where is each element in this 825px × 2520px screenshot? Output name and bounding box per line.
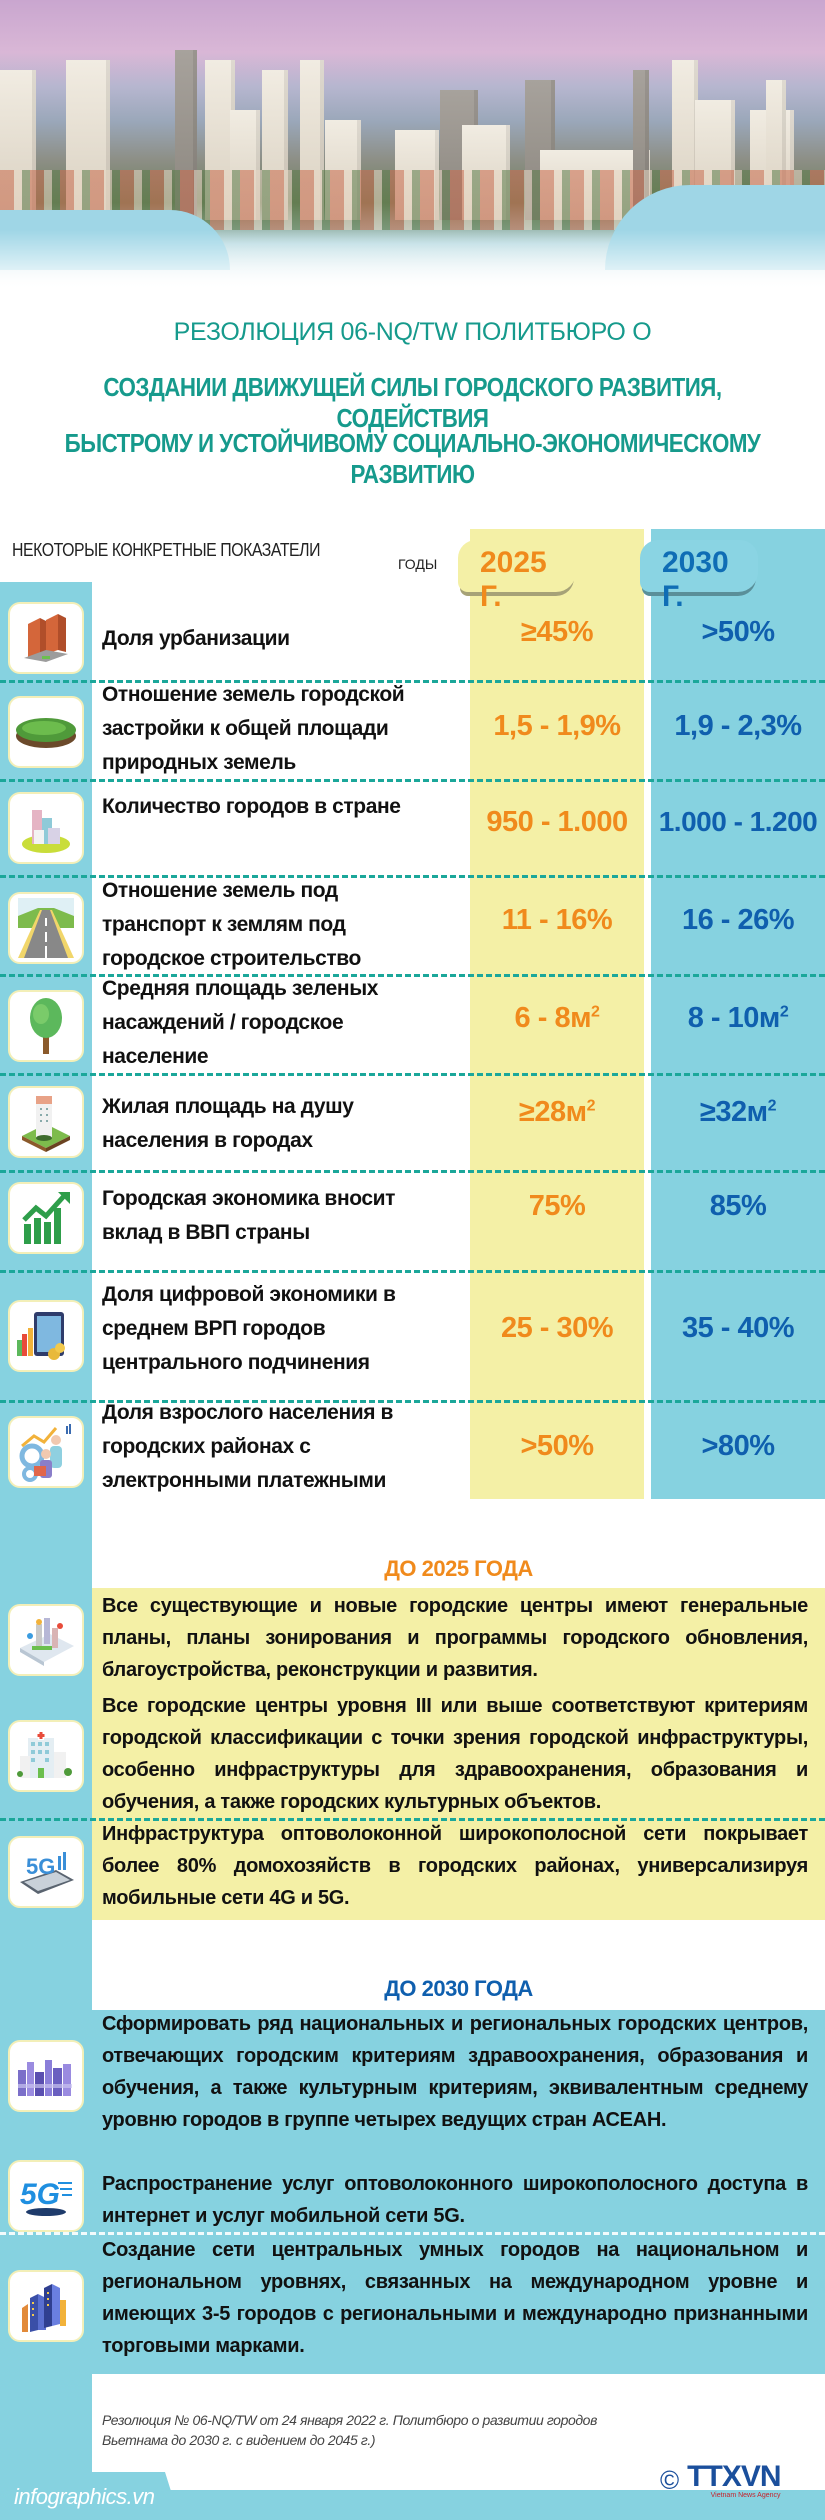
row-divider bbox=[0, 1270, 825, 1273]
value-2025: 6 - 8м2 bbox=[514, 1002, 600, 1034]
site-link[interactable]: infographics.vn bbox=[14, 2484, 155, 2509]
goal-2025-3: Инфраструктура оптоволоконной широкополо… bbox=[102, 1823, 808, 1909]
value-2030: 1.000 - 1.200 bbox=[658, 806, 818, 837]
growth-chart-icon bbox=[8, 1182, 84, 1254]
city-skyline-icon bbox=[8, 2040, 84, 2112]
table-row: Доля взрослого населения в городских рай… bbox=[0, 1401, 825, 1502]
value-2030: >80% bbox=[701, 1430, 775, 1462]
years-label: ГОДЫ bbox=[398, 556, 438, 572]
table-row: Городская экономика вносит вклад в ВВП с… bbox=[0, 1172, 825, 1268]
value-2025: 950 - 1.000 bbox=[486, 806, 628, 838]
table-row: Отношение земель городской застройки к о… bbox=[0, 682, 825, 782]
column-2025-bg bbox=[470, 529, 644, 1499]
road-icon bbox=[8, 892, 84, 964]
value-2025: >50% bbox=[520, 1430, 594, 1462]
copyright-icon: © bbox=[660, 2465, 680, 2495]
ribbon-2030: 2030 Г. bbox=[626, 540, 758, 613]
section-2030-block bbox=[92, 2010, 825, 2374]
table-row: Количество городов в стране 950 - 1.000 … bbox=[0, 782, 825, 882]
svg-text:5G: 5G bbox=[26, 1854, 55, 1879]
footer-band bbox=[0, 2472, 825, 2520]
grass-land-icon bbox=[8, 696, 84, 768]
row-divider bbox=[0, 974, 825, 977]
goal-2030-1: Сформировать ряд национальных и регионал… bbox=[102, 2013, 808, 2131]
logo-subtitle: Vietnam News Agency bbox=[710, 2492, 781, 2499]
row-divider bbox=[0, 1818, 825, 1821]
value-2030: 85% bbox=[709, 1190, 767, 1222]
footer-panel bbox=[92, 2374, 825, 2498]
row-label: Городская экономика вносит вклад в ВВП с… bbox=[102, 1187, 396, 1244]
goal-2030-2: Распространение услуг оптоволоконного ши… bbox=[102, 2173, 808, 2227]
row-label: Количество городов в стране bbox=[102, 795, 401, 818]
value-2030: 16 - 26% bbox=[681, 904, 795, 936]
ttxvn-logo: © TTXVN Vietnam News Agency bbox=[660, 2460, 782, 2500]
residential-tower-icon bbox=[8, 1086, 84, 1158]
logo-text: TTXVN bbox=[687, 2460, 781, 2493]
svg-text:5G: 5G bbox=[20, 2178, 60, 2211]
apartment-building-icon bbox=[8, 602, 84, 674]
title-line-2: СОЗДАНИИ ДВИЖУЩЕЙ СИЛЫ ГОРОДСКОГО РАЗВИТ… bbox=[103, 372, 722, 433]
row-label: Средняя площадь зеленых насаждений / гор… bbox=[102, 977, 379, 1068]
e-payment-people-icon bbox=[8, 1416, 84, 1488]
row-divider bbox=[0, 680, 825, 683]
value-2025: ≥28м2 bbox=[518, 1096, 596, 1128]
section-2030-heading-area bbox=[92, 1920, 825, 2010]
section-2025-heading: ДО 2025 ГОДА bbox=[384, 1556, 533, 1581]
value-2030: 8 - 10м2 bbox=[687, 1002, 789, 1034]
row-divider bbox=[0, 875, 825, 878]
title-line-3: БЫСТРОМУ И УСТОЙЧИВОМУ СОЦИАЛЬНО-ЭКОНОМИ… bbox=[64, 428, 761, 489]
row-label: Доля урбанизации bbox=[102, 627, 290, 650]
goal-2025-1: Все существующие и новые городские центр… bbox=[102, 1595, 808, 1681]
indicators-header: НЕКОТОРЫЕ КОНКРЕТНЫЕ ПОКАЗАТЕЛИ bbox=[12, 540, 321, 560]
value-2025: ≥45% bbox=[521, 616, 593, 648]
section-2030-heading: ДО 2030 ГОДА bbox=[384, 1976, 533, 2001]
value-2030: 35 - 40% bbox=[681, 1312, 795, 1344]
5g-phone-icon: 5G bbox=[8, 1836, 84, 1908]
row-divider bbox=[0, 1073, 825, 1076]
column-2030-bg bbox=[651, 529, 825, 1499]
ribbon-2025: 2025 Г. bbox=[444, 540, 576, 613]
5g-icon: 5G bbox=[8, 2160, 84, 2232]
value-2025: 75% bbox=[528, 1190, 586, 1222]
row-label: Доля цифровой экономики в среднем ВРП го… bbox=[102, 1283, 396, 1374]
value-2025: 25 - 30% bbox=[500, 1312, 614, 1344]
goal-2030-3: Создание сети центральных умных городов … bbox=[102, 2239, 808, 2357]
value-2030: 1,9 - 2,3% bbox=[674, 710, 802, 742]
value-2025: 11 - 16% bbox=[501, 904, 613, 936]
value-2030: ≥32м2 bbox=[699, 1096, 777, 1128]
section-2025-block bbox=[92, 1588, 825, 1920]
row-divider bbox=[0, 1170, 825, 1173]
value-2025: 1,5 - 1,9% bbox=[493, 710, 621, 742]
hero-city-photo bbox=[0, 0, 825, 290]
row-label: Доля взрослого населения в городских рай… bbox=[102, 1401, 394, 1492]
hospital-icon bbox=[8, 1720, 84, 1792]
table-row: Отношение земель под транспорт к землям … bbox=[0, 878, 825, 978]
source-citation: Резолюция № 06-NQ/TW от 24 января 2022 г… bbox=[102, 2412, 597, 2448]
row-label: Отношение земель городской застройки к о… bbox=[102, 683, 405, 774]
tree-icon bbox=[8, 990, 84, 1062]
table-row: Жилая площадь на душу населения в города… bbox=[0, 1076, 825, 1172]
row-divider bbox=[0, 779, 825, 782]
table-row: Доля урбанизации ≥45% >50% bbox=[0, 598, 825, 678]
row-divider bbox=[0, 2232, 825, 2235]
row-divider bbox=[0, 1400, 825, 1403]
value-2030: >50% bbox=[701, 616, 775, 648]
smart-towers-icon bbox=[8, 2270, 84, 2342]
row-label: Отношение земель под транспорт к землям … bbox=[102, 879, 361, 970]
table-row: Доля цифровой экономики в среднем ВРП го… bbox=[0, 1272, 825, 1392]
goal-2025-2: Все городские центры уровня III или выше… bbox=[102, 1695, 808, 1813]
digital-economy-tablet-icon bbox=[8, 1300, 84, 1372]
title-line-1: РЕЗОЛЮЦИЯ 06-NQ/TW ПОЛИТБЮРО О bbox=[173, 318, 652, 346]
table-row: Средняя площадь зеленых насаждений / гор… bbox=[0, 976, 825, 1076]
smart-city-map-icon bbox=[8, 1604, 84, 1676]
row-label: Жилая площадь на душу населения в города… bbox=[102, 1095, 354, 1152]
city-buildings-icon bbox=[8, 792, 84, 864]
